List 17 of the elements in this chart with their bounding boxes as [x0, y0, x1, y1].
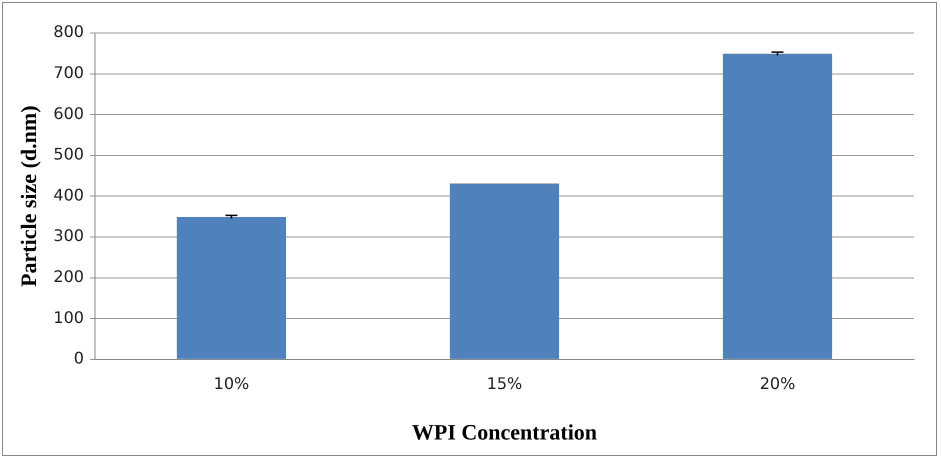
x-tick-label: 10%	[214, 374, 250, 394]
y-tick-label: 300	[53, 226, 84, 246]
y-tick-label: 500	[53, 144, 84, 164]
y-tick-label: 400	[53, 185, 84, 204]
bar	[722, 54, 832, 359]
y-tick-label: 0	[74, 348, 84, 368]
y-tick-label: 700	[53, 62, 84, 82]
y-tick-label: 200	[53, 266, 84, 286]
y-axis-title: Particle size (d.nm)	[16, 105, 41, 287]
y-tick-label: 100	[53, 308, 84, 327]
x-axis-title: WPI Concentration	[412, 419, 598, 444]
y-tick-label: 600	[53, 104, 84, 123]
y-tick-label: 800	[53, 22, 84, 42]
bar	[450, 184, 560, 359]
bar	[176, 217, 286, 359]
x-tick-label: 15%	[486, 374, 522, 394]
x-tick-label: 20%	[760, 374, 796, 394]
